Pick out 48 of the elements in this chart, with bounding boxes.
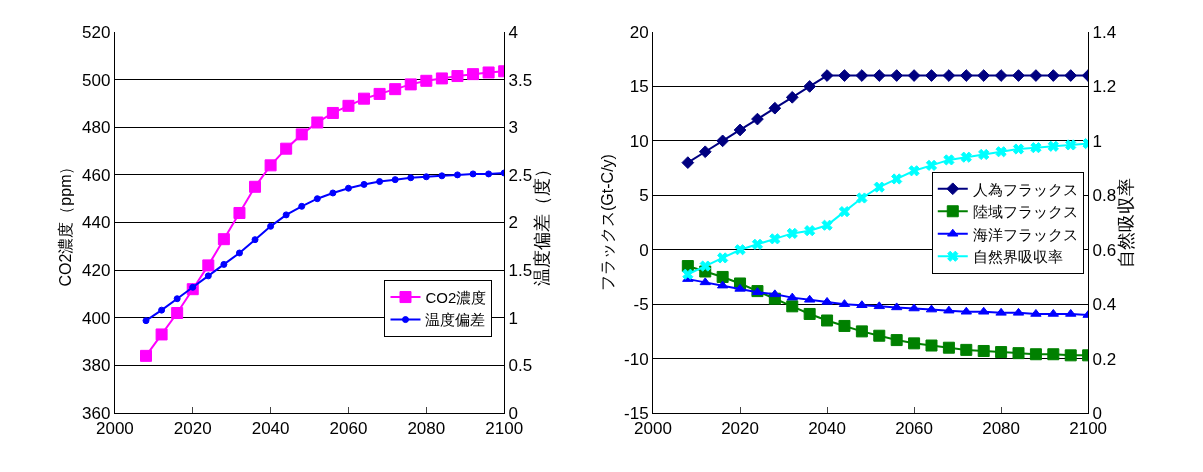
y2-tick-label: 1.5 bbox=[508, 261, 533, 281]
y-tick-label: 0 bbox=[639, 240, 649, 260]
y2-tick-label: 3 bbox=[508, 118, 519, 138]
x-tick-label: 2060 bbox=[329, 419, 368, 439]
x-tick-label: 2060 bbox=[895, 419, 933, 439]
y-tick-label: 500 bbox=[82, 70, 111, 90]
y-tick-label: 400 bbox=[82, 308, 111, 328]
x-tick-label: 2020 bbox=[173, 419, 212, 439]
y2-axis-title: 自然吸収率 bbox=[1116, 177, 1137, 268]
legend-label: CO2濃度 bbox=[425, 288, 487, 306]
y-tick-label: 380 bbox=[82, 356, 111, 376]
legend-label: 自然界吸収率 bbox=[972, 248, 1063, 266]
y-tick-label: 20 bbox=[629, 22, 649, 42]
y2-tick-label: 1.2 bbox=[1092, 77, 1117, 97]
y-tick-label: 480 bbox=[82, 118, 111, 138]
x-tick-label: 2040 bbox=[251, 419, 290, 439]
y-tick-label: 440 bbox=[82, 213, 111, 233]
y2-tick-label: 0.4 bbox=[1092, 295, 1117, 315]
y-tick-label: -10 bbox=[624, 349, 649, 369]
legend-label: 温度偏差 bbox=[425, 311, 486, 329]
y2-tick-label: 1.4 bbox=[1092, 22, 1117, 42]
y-tick-label: 5 bbox=[639, 186, 649, 206]
y2-tick-label: 0.8 bbox=[1092, 186, 1117, 206]
x-tick-label: 2040 bbox=[808, 419, 846, 439]
y2-tick-label: 1 bbox=[508, 308, 519, 328]
y2-tick-label: 1 bbox=[1092, 131, 1102, 151]
legend-label: 人為フラックス bbox=[972, 180, 1078, 198]
y-tick-label: 460 bbox=[82, 165, 111, 185]
y2-tick-label: 2 bbox=[508, 213, 519, 233]
y2-tick-label: 0.6 bbox=[1092, 240, 1117, 260]
y-tick-label: -5 bbox=[633, 295, 649, 315]
y2-tick-label: 4 bbox=[508, 22, 519, 42]
y2-tick-label: 3.5 bbox=[508, 70, 533, 90]
x-tick-label: 2020 bbox=[721, 419, 759, 439]
y-tick-label: 520 bbox=[82, 22, 111, 42]
y-axis-title: CO2濃度（ppm） bbox=[57, 158, 74, 287]
y-tick-label: 420 bbox=[82, 261, 111, 281]
y-tick-label: 10 bbox=[629, 131, 649, 151]
y-tick-label: 15 bbox=[629, 77, 649, 97]
y-axis-title: フラックス(Gt-C/y) bbox=[598, 154, 616, 291]
x-tick-label: 2080 bbox=[407, 419, 446, 439]
legend-label: 陸域フラックス bbox=[972, 203, 1078, 221]
legend-label: 海洋フラックス bbox=[972, 225, 1078, 243]
y2-tick-label: 2.5 bbox=[508, 165, 533, 185]
y2-tick-label: 0.2 bbox=[1092, 349, 1117, 369]
y2-tick-label: 0.5 bbox=[508, 356, 533, 376]
x-tick-label: 2080 bbox=[982, 419, 1021, 439]
y2-axis-title: 温度偏差（度） bbox=[532, 159, 553, 286]
